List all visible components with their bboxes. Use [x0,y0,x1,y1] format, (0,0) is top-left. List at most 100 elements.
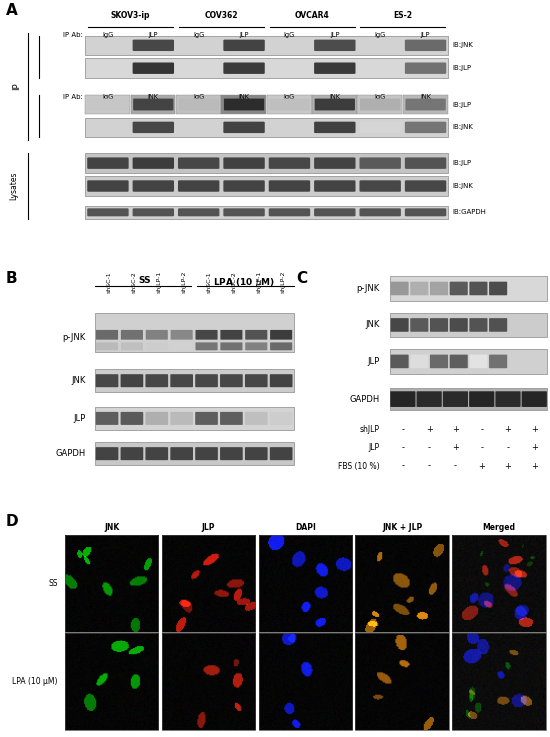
Text: JNK: JNK [420,94,431,99]
Text: JLP: JLP [148,32,158,38]
Text: IgG: IgG [375,94,386,99]
FancyBboxPatch shape [85,176,448,196]
Text: GAPDH: GAPDH [56,449,86,458]
Text: FBS (10 %): FBS (10 %) [338,461,379,470]
Text: +: + [531,461,538,470]
FancyBboxPatch shape [96,330,118,340]
FancyBboxPatch shape [360,209,401,217]
FancyBboxPatch shape [170,343,192,350]
FancyBboxPatch shape [223,63,265,74]
FancyBboxPatch shape [133,209,174,217]
FancyBboxPatch shape [133,122,174,133]
FancyBboxPatch shape [145,447,168,460]
Text: p-JNK: p-JNK [63,333,86,342]
FancyBboxPatch shape [133,158,174,169]
FancyBboxPatch shape [176,94,221,114]
FancyBboxPatch shape [220,447,243,460]
Text: -: - [454,461,457,470]
Text: -: - [428,461,431,470]
FancyBboxPatch shape [314,122,355,133]
FancyBboxPatch shape [430,282,448,296]
FancyBboxPatch shape [390,318,409,332]
FancyBboxPatch shape [360,181,401,192]
FancyBboxPatch shape [85,35,448,55]
FancyBboxPatch shape [405,63,446,74]
Text: DAPI: DAPI [295,523,316,532]
Text: IB:JNK: IB:JNK [453,42,474,49]
FancyBboxPatch shape [390,349,547,374]
FancyBboxPatch shape [95,369,294,392]
Text: SS: SS [48,579,58,588]
FancyBboxPatch shape [223,209,265,217]
Text: IgG: IgG [193,94,204,99]
Text: OVCAR4: OVCAR4 [295,11,329,20]
FancyBboxPatch shape [450,318,468,332]
Text: IB:JLP: IB:JLP [453,160,472,166]
FancyBboxPatch shape [85,58,448,78]
FancyBboxPatch shape [469,318,487,332]
FancyBboxPatch shape [170,374,193,387]
FancyBboxPatch shape [469,391,494,407]
Text: Merged: Merged [482,523,515,532]
FancyBboxPatch shape [315,99,355,111]
FancyBboxPatch shape [443,391,468,407]
FancyBboxPatch shape [223,40,265,51]
Text: p-JNK: p-JNK [356,284,380,293]
FancyBboxPatch shape [224,99,264,111]
FancyBboxPatch shape [410,318,428,332]
FancyBboxPatch shape [469,282,487,296]
FancyBboxPatch shape [120,412,143,425]
FancyBboxPatch shape [170,412,193,425]
Text: JLP: JLP [202,523,215,532]
FancyBboxPatch shape [133,181,174,192]
FancyBboxPatch shape [133,99,173,111]
Text: -: - [402,461,404,470]
FancyBboxPatch shape [390,354,409,368]
FancyBboxPatch shape [314,63,355,74]
FancyBboxPatch shape [358,94,402,114]
FancyBboxPatch shape [405,40,446,51]
Text: JLP: JLP [330,32,339,38]
Text: IgG: IgG [102,94,113,99]
Text: IgG: IgG [102,32,113,38]
Text: JNK: JNK [72,376,86,385]
FancyBboxPatch shape [221,343,243,350]
FancyBboxPatch shape [178,181,219,192]
FancyBboxPatch shape [120,374,143,387]
Text: COV362: COV362 [205,11,238,20]
FancyBboxPatch shape [270,412,293,425]
FancyBboxPatch shape [87,158,129,169]
FancyBboxPatch shape [405,99,446,111]
Text: B: B [6,271,17,287]
FancyBboxPatch shape [195,343,218,350]
Text: JNK: JNK [104,523,119,532]
Text: JLP: JLP [74,414,86,423]
FancyBboxPatch shape [360,122,401,133]
FancyBboxPatch shape [430,318,448,332]
FancyBboxPatch shape [85,118,448,137]
Text: shJLP-1: shJLP-1 [157,271,162,293]
FancyBboxPatch shape [131,94,175,114]
FancyBboxPatch shape [195,447,218,460]
FancyBboxPatch shape [360,158,401,169]
FancyBboxPatch shape [221,94,266,114]
FancyBboxPatch shape [88,99,128,111]
Text: +: + [452,425,459,434]
Text: shSC-1: shSC-1 [107,272,112,293]
FancyBboxPatch shape [133,63,174,74]
Text: JLP: JLP [367,357,380,366]
FancyBboxPatch shape [195,412,218,425]
FancyBboxPatch shape [133,40,174,51]
FancyBboxPatch shape [430,354,448,368]
FancyBboxPatch shape [270,374,293,387]
FancyBboxPatch shape [121,343,143,350]
Text: +: + [478,461,485,470]
FancyBboxPatch shape [178,158,219,169]
FancyBboxPatch shape [312,94,357,114]
FancyBboxPatch shape [245,412,268,425]
Text: JNK + JLP: JNK + JLP [382,523,422,532]
FancyBboxPatch shape [360,99,400,111]
FancyBboxPatch shape [496,391,521,407]
Text: +: + [504,425,512,434]
FancyBboxPatch shape [469,354,487,368]
